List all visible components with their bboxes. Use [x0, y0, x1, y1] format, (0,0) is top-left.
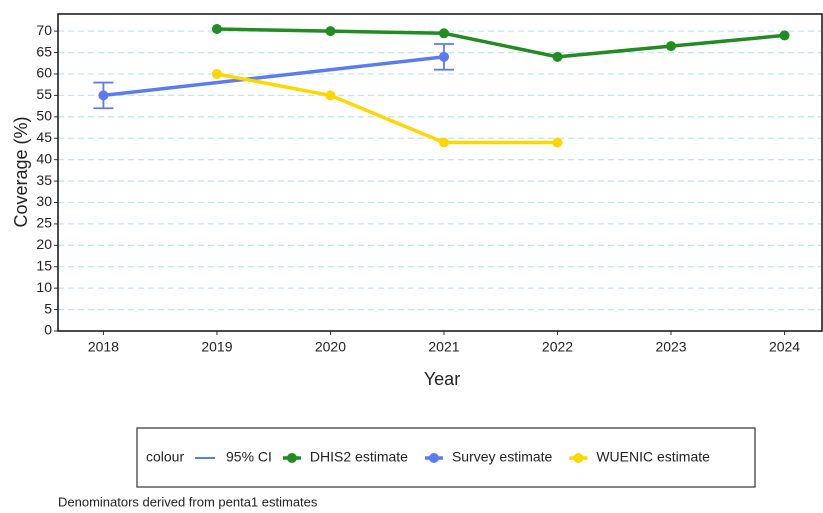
point: [666, 41, 677, 52]
legend-label: Survey estimate: [452, 449, 553, 465]
series-line: [103, 55, 445, 98]
x-tick-label: 2018: [88, 339, 119, 355]
series-line: [216, 27, 785, 59]
series-line: [216, 72, 558, 145]
legend-box: [136, 427, 756, 488]
legend-point: [573, 453, 584, 463]
x-axis-label: Year: [424, 369, 460, 389]
x-tick-label: 2020: [315, 339, 346, 355]
y-tick-label: 40: [36, 150, 52, 166]
y-tick-label: 45: [36, 129, 52, 145]
legend-label: WUENIC estimate: [596, 449, 710, 465]
y-tick-label: 70: [36, 22, 52, 38]
y-tick-label: 50: [36, 108, 52, 124]
point: [552, 51, 563, 62]
point: [438, 28, 449, 39]
legend-point: [428, 453, 439, 463]
x-tick-label: 2021: [428, 339, 459, 355]
y-tick-label: 0: [44, 322, 52, 338]
point: [211, 23, 222, 34]
legend-label: 95% CI: [226, 449, 272, 465]
plot-border: [57, 13, 823, 332]
y-tick-label: 25: [36, 215, 52, 231]
y-tick-label: 55: [36, 86, 52, 102]
x-tick-label: 2022: [542, 339, 573, 355]
y-tick-label: 10: [36, 279, 52, 295]
point: [552, 137, 563, 148]
y-tick-label: 60: [36, 65, 52, 81]
point: [325, 90, 336, 101]
legend-title: colour: [146, 449, 184, 465]
y-tick-label: 20: [36, 236, 52, 252]
y-tick-label: 65: [36, 43, 52, 59]
point: [98, 90, 109, 101]
caption: Denominators derived from penta1 estimat…: [58, 494, 318, 509]
y-tick-label: 30: [36, 193, 52, 209]
x-tick-label: 2024: [769, 339, 800, 355]
point: [211, 68, 222, 79]
y-axis-label: Coverage (%): [11, 116, 31, 227]
point: [438, 137, 449, 148]
legend-label: DHIS2 estimate: [310, 449, 408, 465]
x-tick-label: 2023: [655, 339, 686, 355]
x-tick-label: 2019: [201, 339, 232, 355]
y-tick-label: 5: [44, 300, 52, 316]
point: [779, 30, 790, 41]
point: [325, 26, 336, 37]
y-tick-label: 15: [36, 257, 52, 273]
legend-point: [286, 453, 297, 463]
y-tick-label: 35: [36, 172, 52, 188]
point: [438, 51, 449, 62]
